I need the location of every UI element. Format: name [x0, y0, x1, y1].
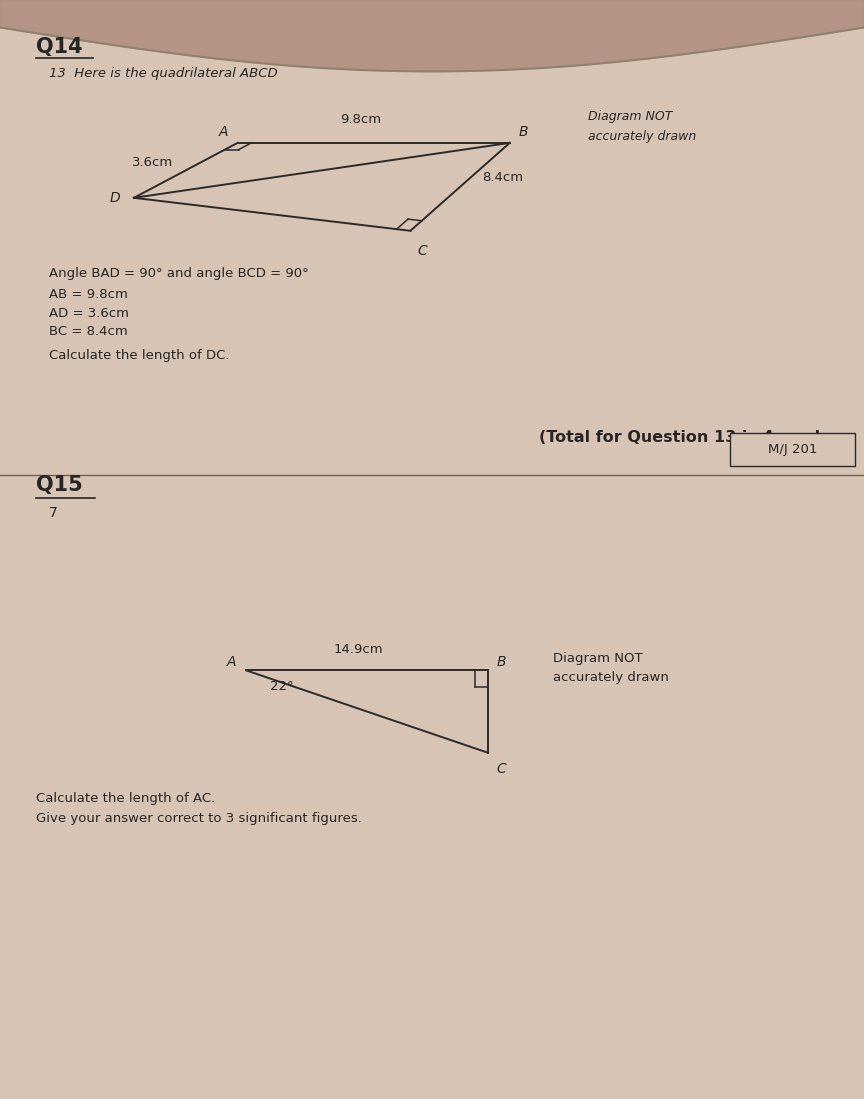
Text: Diagram NOT: Diagram NOT: [588, 110, 672, 123]
Text: (Total for Question 13 is 4 mark: (Total for Question 13 is 4 mark: [539, 430, 825, 445]
Text: 7: 7: [49, 506, 58, 520]
Text: 14.9cm: 14.9cm: [334, 643, 384, 656]
Text: C: C: [417, 244, 427, 258]
Text: Angle BAD = 90° and angle BCD = 90°: Angle BAD = 90° and angle BCD = 90°: [49, 267, 309, 280]
FancyBboxPatch shape: [730, 433, 855, 466]
Text: B: B: [497, 655, 506, 669]
Text: AB = 9.8cm: AB = 9.8cm: [49, 288, 128, 301]
Text: D: D: [110, 191, 120, 206]
Text: Give your answer correct to 3 significant figures.: Give your answer correct to 3 significan…: [36, 812, 362, 825]
Text: 3.6cm: 3.6cm: [132, 156, 174, 169]
Text: AD = 3.6cm: AD = 3.6cm: [49, 307, 130, 320]
Text: B: B: [518, 125, 528, 140]
Text: accurately drawn: accurately drawn: [588, 130, 696, 143]
Text: A: A: [219, 125, 228, 140]
Text: 9.8cm: 9.8cm: [340, 113, 381, 126]
Text: Q15: Q15: [36, 475, 83, 496]
Text: Diagram NOT: Diagram NOT: [553, 652, 643, 665]
Text: 13  Here is the quadrilateral ABCD: 13 Here is the quadrilateral ABCD: [49, 67, 278, 80]
Text: accurately drawn: accurately drawn: [553, 671, 669, 685]
Text: Calculate the length of DC.: Calculate the length of DC.: [49, 349, 230, 363]
Text: Calculate the length of AC.: Calculate the length of AC.: [36, 792, 215, 806]
Text: C: C: [497, 762, 506, 776]
Text: 22°: 22°: [270, 680, 294, 693]
Text: 8.4cm: 8.4cm: [482, 171, 523, 185]
Text: Q14: Q14: [36, 36, 83, 57]
Text: A: A: [227, 655, 237, 669]
Text: BC = 8.4cm: BC = 8.4cm: [49, 325, 128, 338]
Text: M/J 201: M/J 201: [768, 443, 817, 456]
